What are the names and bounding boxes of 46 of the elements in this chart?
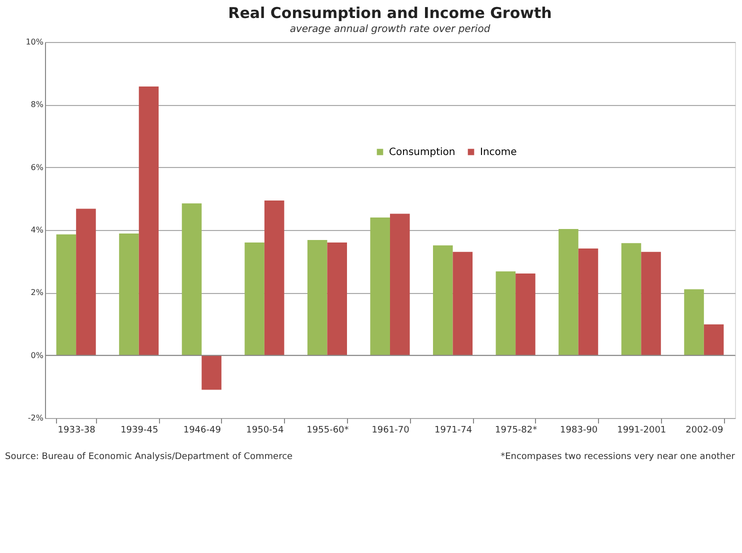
y-tick-label: 2% <box>30 288 44 298</box>
y-tick-label: 10% <box>26 38 44 46</box>
source-note: Source: Bureau of Economic Analysis/Department of Commerce <box>5 452 294 462</box>
x-tick-label: 1933-38 <box>58 426 96 436</box>
bar <box>516 274 536 356</box>
legend-label: Income <box>480 147 517 158</box>
x-tick-label: 1950-54 <box>246 426 284 436</box>
chart-title: Real Consumption and Income Growth <box>228 4 552 22</box>
bar <box>621 243 642 356</box>
x-tick-label: 2002-09 <box>686 426 724 436</box>
x-tick-label: 1946-49 <box>183 426 222 436</box>
y-tick-label: 0% <box>30 350 44 360</box>
x-tick-label: 1975-82* <box>495 426 538 436</box>
bar <box>119 233 139 356</box>
bar <box>452 252 473 356</box>
x-tick-label: 1983-90 <box>560 426 598 436</box>
bar <box>496 271 516 356</box>
bar <box>202 355 222 390</box>
bar <box>56 234 76 356</box>
bar <box>244 242 264 356</box>
text: *Encompases two recessions very near one another <box>500 452 736 462</box>
bar <box>578 248 598 356</box>
x-tick-label: 1955-60* <box>306 426 350 436</box>
bar <box>264 200 284 356</box>
bar <box>390 214 410 356</box>
bar <box>433 245 453 356</box>
bar <box>684 289 704 356</box>
bar <box>558 229 578 356</box>
bar <box>704 324 724 356</box>
bar <box>138 86 159 356</box>
x-tick-label: 1971-74 <box>434 426 472 436</box>
x-tick-label: 1939-45 <box>120 426 158 436</box>
y-tick-label: -2% <box>28 414 44 422</box>
bar <box>370 217 390 356</box>
y-tick-label: 8% <box>30 100 44 110</box>
y-tick-label: 4% <box>30 226 44 234</box>
x-tick-label: 1991-2001 <box>617 426 666 436</box>
y-tick-label: 6% <box>30 162 44 172</box>
bar <box>327 242 347 356</box>
chart-subtitle: average annual growth rate over period <box>290 24 491 35</box>
x-tick-label: 1961-70 <box>372 426 410 436</box>
legend-label: Consumption <box>389 147 456 158</box>
bar <box>182 203 202 356</box>
bar <box>641 252 661 356</box>
bar <box>76 208 96 356</box>
bar <box>307 240 328 356</box>
